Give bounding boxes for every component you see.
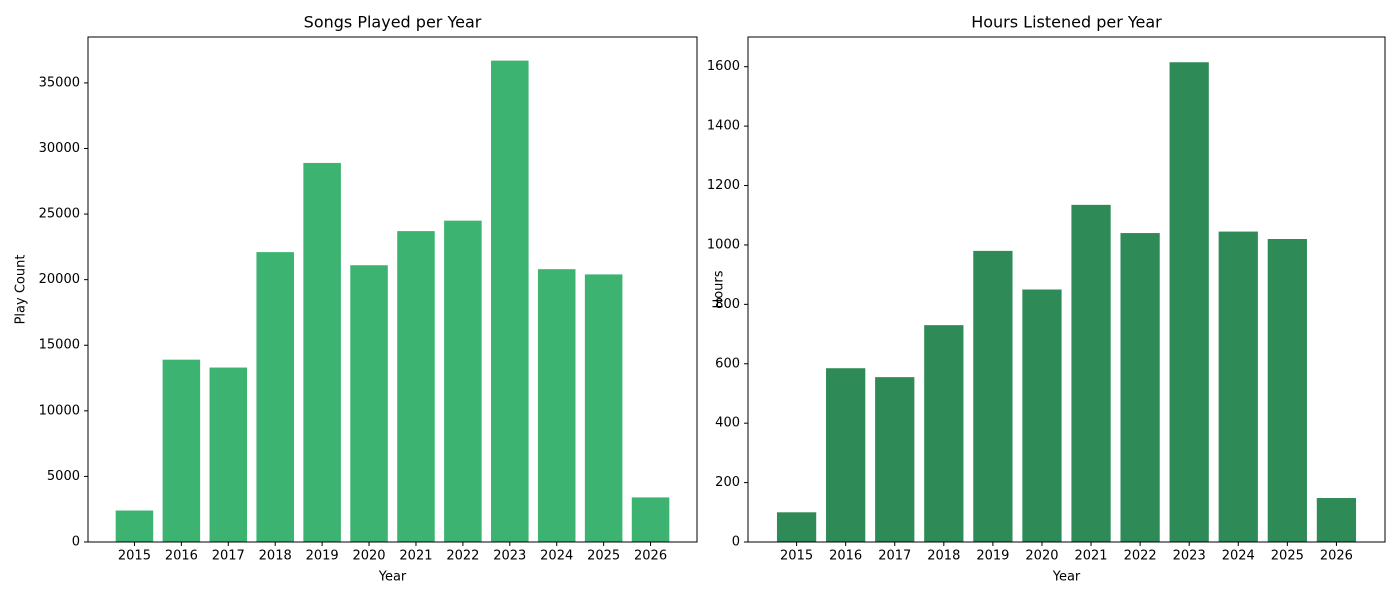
y-tick-label: 30000 xyxy=(39,141,80,156)
x-tick-label: 2017 xyxy=(878,549,911,564)
x-axis-label: Year xyxy=(1052,570,1081,585)
x-tick-label: 2015 xyxy=(780,549,813,564)
y-tick-label: 25000 xyxy=(39,207,80,222)
bar xyxy=(115,510,154,542)
x-tick-label: 2020 xyxy=(1025,549,1058,564)
bar xyxy=(303,162,341,543)
bar xyxy=(1120,233,1160,542)
bar xyxy=(209,367,248,542)
x-tick-label: 2019 xyxy=(306,549,339,564)
x-tick-label: 2018 xyxy=(259,549,292,564)
y-tick-label: 20000 xyxy=(39,272,80,287)
bar xyxy=(1022,289,1062,542)
x-tick-label: 2025 xyxy=(1271,549,1304,564)
bar xyxy=(1218,231,1258,542)
y-tick-label: 200 xyxy=(715,475,740,490)
x-tick-label: 2026 xyxy=(1320,549,1353,564)
x-tick-label: 2020 xyxy=(352,549,385,564)
y-tick-label: 1200 xyxy=(707,178,740,193)
bar xyxy=(350,265,388,542)
x-tick-label: 2017 xyxy=(212,549,245,564)
x-tick-label: 2026 xyxy=(634,549,667,564)
x-tick-label: 2018 xyxy=(927,549,960,564)
axes-frame xyxy=(747,36,1386,543)
bar xyxy=(826,368,866,542)
bar xyxy=(256,252,294,542)
bar xyxy=(1071,204,1111,542)
bar xyxy=(397,231,435,542)
bar xyxy=(444,220,482,543)
chart-title: Songs Played per Year xyxy=(304,13,482,32)
bar xyxy=(631,497,670,542)
x-tick-label: 2024 xyxy=(1222,549,1255,564)
x-tick-label: 2021 xyxy=(399,549,432,564)
bar xyxy=(924,325,964,542)
x-axis-label: Year xyxy=(378,570,407,585)
y-tick-label: 1600 xyxy=(707,59,740,74)
bar xyxy=(973,250,1013,542)
x-tick-label: 2019 xyxy=(976,549,1009,564)
x-tick-label: 2015 xyxy=(118,549,151,564)
x-tick-label: 2023 xyxy=(493,549,526,564)
axes-frame xyxy=(87,36,698,543)
y-tick-label: 0 xyxy=(732,535,740,550)
y-tick-label: 15000 xyxy=(39,338,80,353)
y-tick-label: 400 xyxy=(715,416,740,431)
y-tick-label: 600 xyxy=(715,356,740,371)
y-tick-label: 0 xyxy=(72,535,80,550)
chart-title: Hours Listened per Year xyxy=(971,13,1162,32)
y-axis-label: Play Count xyxy=(14,255,29,325)
x-tick-label: 2016 xyxy=(829,549,862,564)
x-tick-label: 2016 xyxy=(165,549,198,564)
bar xyxy=(875,377,915,542)
x-tick-label: 2022 xyxy=(446,549,479,564)
bar xyxy=(162,359,201,542)
bar xyxy=(1267,239,1307,542)
x-tick-label: 2024 xyxy=(540,549,573,564)
x-tick-label: 2025 xyxy=(587,549,620,564)
bar xyxy=(584,274,623,542)
y-tick-label: 10000 xyxy=(39,403,80,418)
bar xyxy=(776,512,817,542)
x-tick-label: 2022 xyxy=(1124,549,1157,564)
x-tick-label: 2023 xyxy=(1173,549,1206,564)
bar xyxy=(537,269,576,542)
bar xyxy=(1169,62,1209,542)
x-tick-label: 2021 xyxy=(1074,549,1107,564)
y-tick-label: 5000 xyxy=(47,469,80,484)
y-tick-label: 1400 xyxy=(707,119,740,134)
y-tick-label: 800 xyxy=(715,297,740,312)
y-tick-label: 35000 xyxy=(39,75,80,90)
bar xyxy=(1316,498,1357,542)
y-axis-label: Hours xyxy=(712,270,727,308)
bar xyxy=(491,60,529,543)
y-tick-label: 1000 xyxy=(707,237,740,252)
